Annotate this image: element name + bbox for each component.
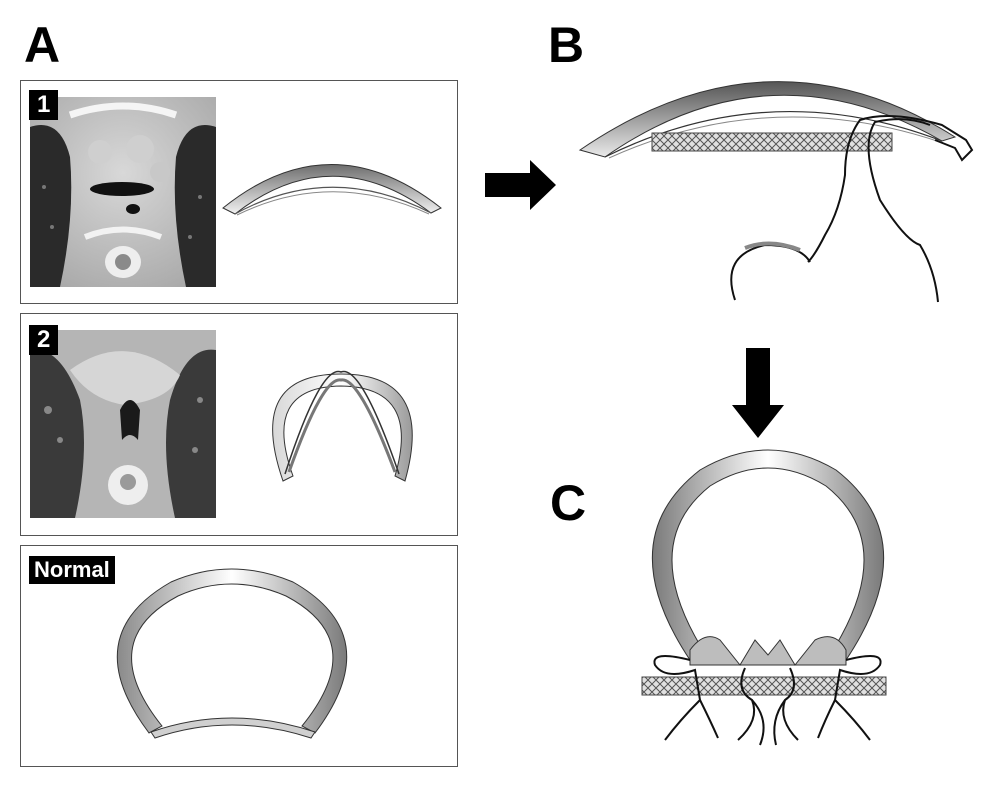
ct-scan-image-1 (30, 97, 216, 287)
panel-label-b: B (548, 17, 585, 73)
panel-label-c: C (550, 475, 587, 531)
case-tag-1: 1 (29, 90, 59, 120)
box-case-1: 1 (20, 80, 458, 304)
trachea-diagram-normal (116, 568, 348, 739)
trachea-diagram-2 (272, 370, 413, 482)
trachea-diagram-1 (222, 164, 442, 216)
ct-scan-2-graphic (30, 330, 216, 518)
ct-scan-1-graphic (30, 97, 216, 287)
panel-label-a: A (24, 17, 61, 73)
ct-scan-image-2 (30, 330, 216, 518)
box-case-2: 2 (20, 313, 458, 536)
case-tag-normal: Normal (29, 556, 115, 584)
case-tag-2: 2 (29, 325, 59, 355)
box-normal: Normal (20, 545, 458, 767)
